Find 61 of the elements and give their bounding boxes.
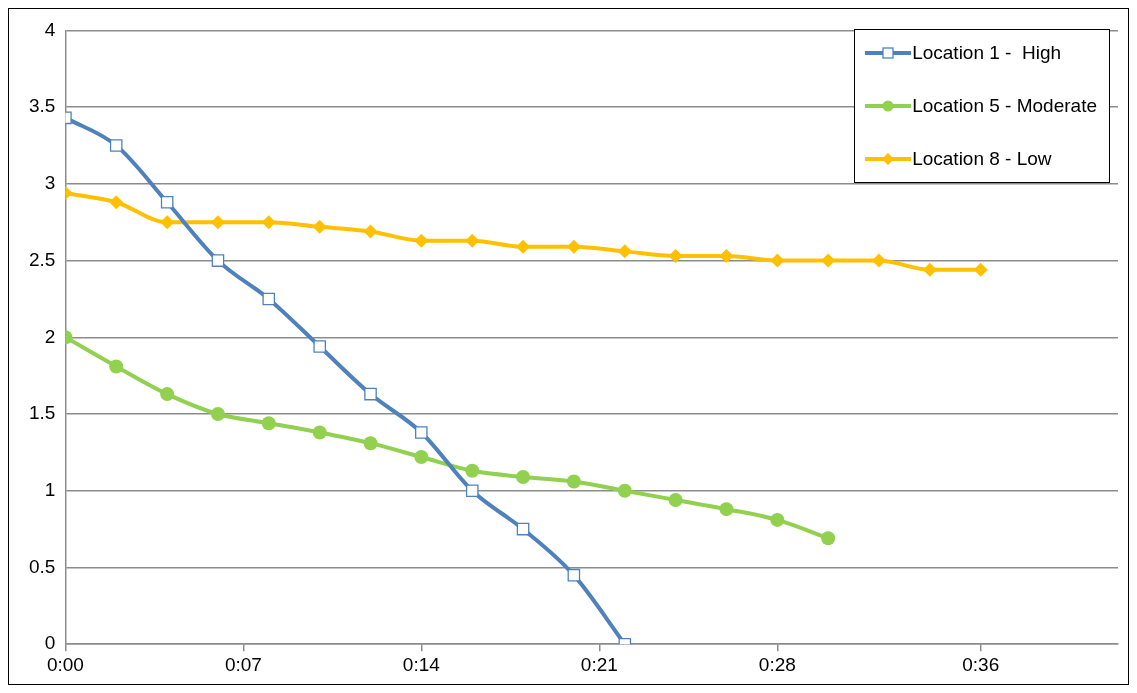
point xyxy=(668,248,683,263)
legend-label: Location 8 - Low xyxy=(912,148,1052,170)
point xyxy=(567,568,581,582)
point xyxy=(719,502,734,517)
point xyxy=(465,233,480,248)
point xyxy=(210,407,225,422)
point xyxy=(821,253,836,268)
point xyxy=(770,253,785,268)
point xyxy=(821,531,836,546)
point xyxy=(211,254,225,267)
y-tick-label: 2 xyxy=(44,325,56,347)
y-tick-label: 3 xyxy=(44,172,56,194)
point xyxy=(973,262,988,277)
point xyxy=(363,224,378,239)
point xyxy=(617,244,632,259)
point xyxy=(210,215,225,230)
point xyxy=(109,139,123,152)
point xyxy=(465,484,479,498)
point xyxy=(414,449,429,464)
y-tick-label: 1.5 xyxy=(28,402,56,424)
point xyxy=(313,340,327,353)
point xyxy=(364,387,377,401)
point xyxy=(261,416,276,431)
point xyxy=(668,492,683,507)
x-tick-label: 0:14 xyxy=(402,653,441,675)
x-tick-label: 0:00 xyxy=(46,653,84,675)
point xyxy=(312,425,327,440)
point xyxy=(516,522,530,536)
point xyxy=(922,262,937,277)
point xyxy=(160,387,175,402)
legend-label: Location 5 - Moderate xyxy=(912,95,1097,117)
point xyxy=(770,512,785,527)
x-tick-label: 0:36 xyxy=(962,653,1000,675)
point xyxy=(109,195,124,210)
point xyxy=(516,239,531,254)
y-tick-label: 1 xyxy=(44,478,56,500)
point xyxy=(109,359,124,374)
point xyxy=(261,215,276,230)
x-tick-label: 0:21 xyxy=(580,653,618,675)
point xyxy=(414,233,429,248)
point xyxy=(617,483,632,498)
point xyxy=(516,469,531,484)
point xyxy=(465,463,480,478)
point xyxy=(262,292,276,306)
y-tick-label: 0 xyxy=(44,632,56,654)
point xyxy=(566,239,581,254)
y-tick-label: 2.5 xyxy=(28,248,56,270)
point xyxy=(312,219,327,234)
point xyxy=(566,474,581,489)
x-tick-label: 0:28 xyxy=(758,653,796,675)
y-tick-label: 4 xyxy=(44,18,56,40)
y-tick-label: 3.5 xyxy=(28,95,56,117)
point xyxy=(363,436,378,451)
point xyxy=(871,253,886,268)
y-tick-label: 0.5 xyxy=(28,555,56,577)
point xyxy=(719,248,734,263)
x-tick-label: 0:07 xyxy=(224,653,262,675)
point xyxy=(160,195,174,209)
legend-label: Location 1 - High xyxy=(912,42,1062,64)
point xyxy=(160,215,175,230)
point xyxy=(415,426,428,439)
